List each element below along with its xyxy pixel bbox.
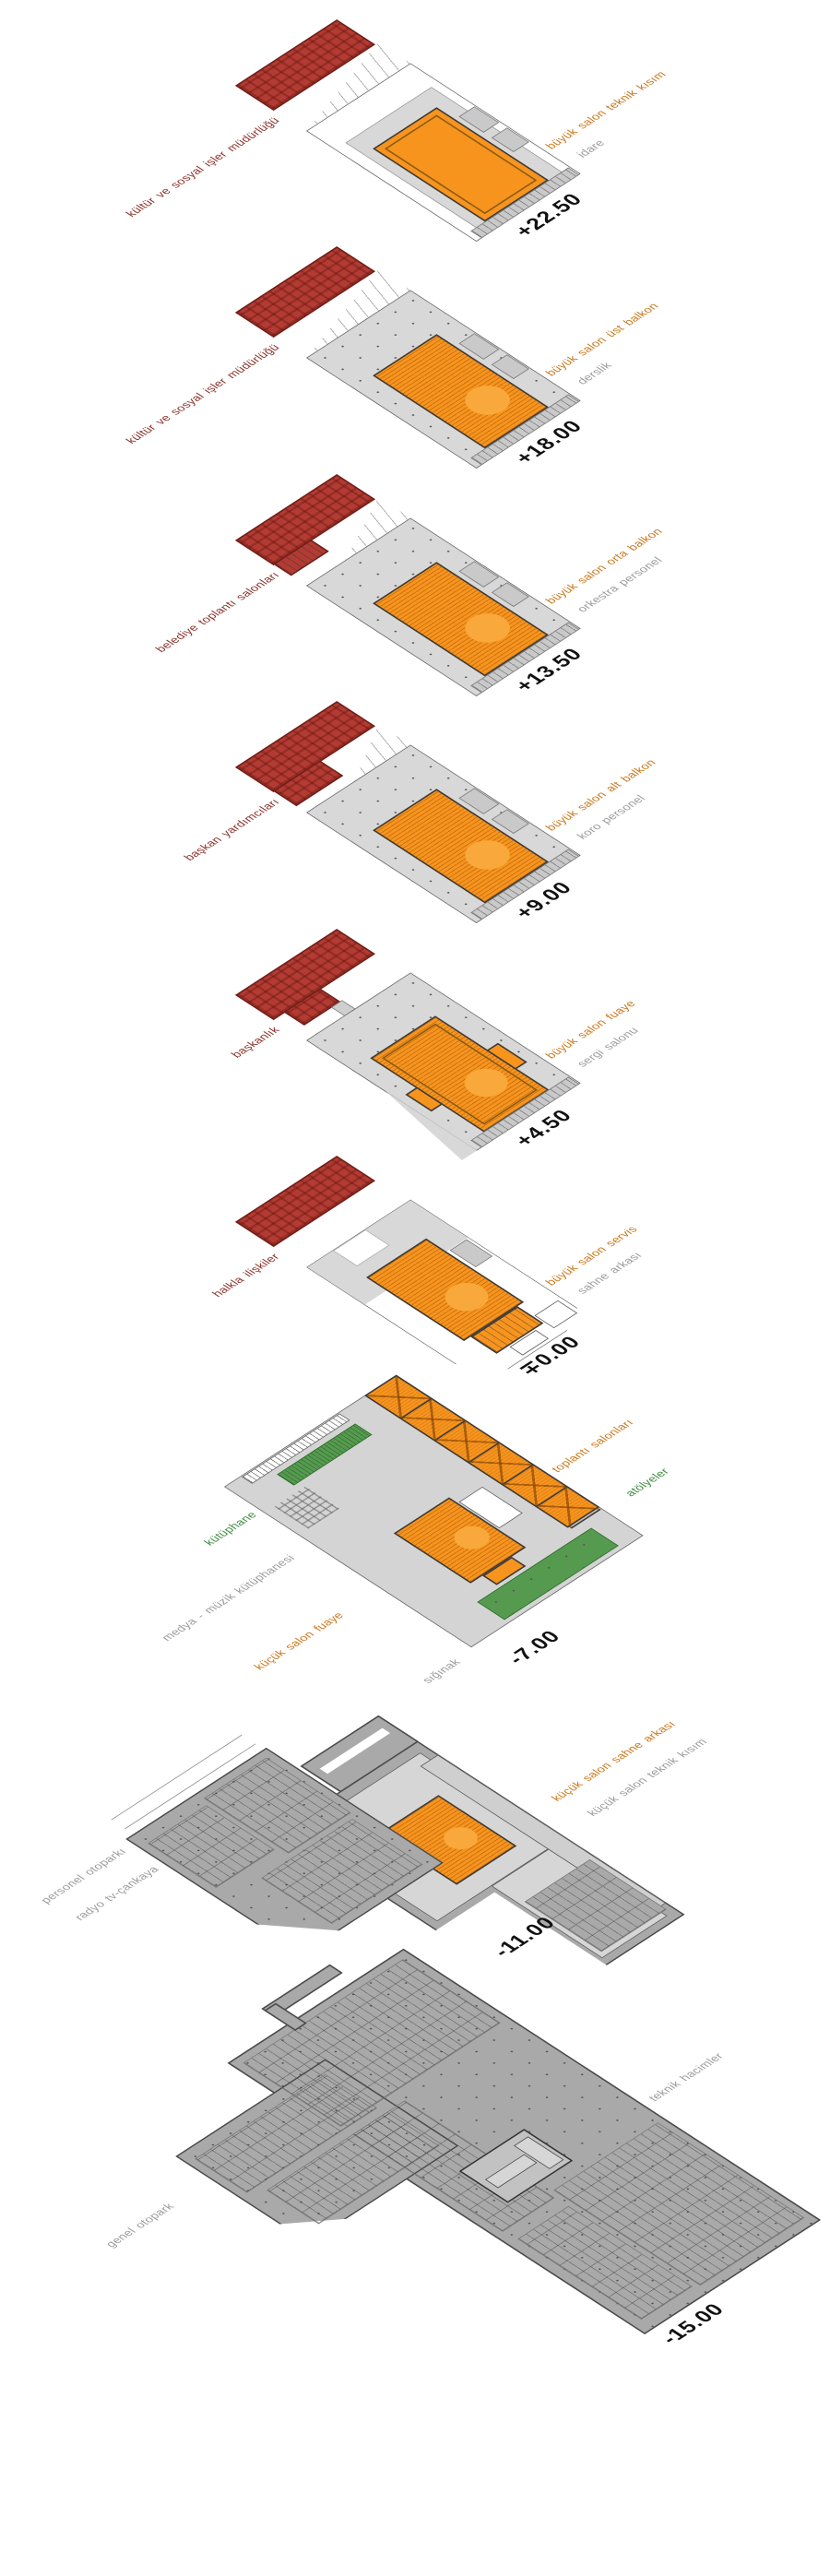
elevation-label: -7.00 — [502, 1626, 566, 1668]
zone-label-small-hall-foyer: küçük salon fuaye — [251, 1609, 347, 1672]
zone-label-left: halkla ilişkiler — [209, 1251, 283, 1300]
zone-label-right-2: idare — [574, 137, 609, 160]
zone-label-right-1: büyük salon teknik kısım — [542, 69, 670, 152]
zone-label-right-2: orkestra personel — [574, 554, 666, 615]
office-block — [234, 1156, 375, 1247]
zone-label-left: başkan yardımcıları — [181, 796, 283, 863]
zone-label-left: kültür ve sosyal işler müdürlüğü — [123, 341, 283, 446]
foyer-ring — [382, 1023, 539, 1125]
elevation-label: -11.00 — [488, 1913, 561, 1961]
zone-label-media-library: medya - müzik kütüphanesi — [159, 1552, 298, 1644]
stage-area — [432, 1819, 490, 1858]
zone-label-shelter: sığınak — [419, 1656, 464, 1686]
zone-label-left: belediye toplantı salonları — [152, 569, 283, 655]
zone-label-left: kültür ve sosyal işler müdürlüğü — [123, 114, 283, 220]
zone-label-library: kütüphane — [201, 1509, 260, 1549]
exploded-floor-plan-diagram: { "diagram": { "type": "exploded-axonome… — [38, 19, 822, 2348]
zone-label-workshops: atölyeler — [622, 1466, 673, 1499]
zone-label-left: başkanlık — [228, 1024, 283, 1061]
zone-label-meeting-rooms: toplantı salonları — [549, 1417, 637, 1475]
zone-label-general-parking: genel otopark — [102, 2201, 178, 2250]
zone-label-right-2: derslik — [574, 360, 615, 387]
zone-label-technical-volumes: teknik hacimler — [646, 2050, 727, 2104]
zone-label-radio-tv: radyo tv-çankaya — [71, 1864, 162, 1923]
technical-rooms — [484, 2154, 538, 2189]
zone-label-small-hall-technical: küçük salon teknik kısım — [584, 1736, 711, 1819]
zone-label-staff-parking: personel otoparkı — [38, 1846, 130, 1906]
